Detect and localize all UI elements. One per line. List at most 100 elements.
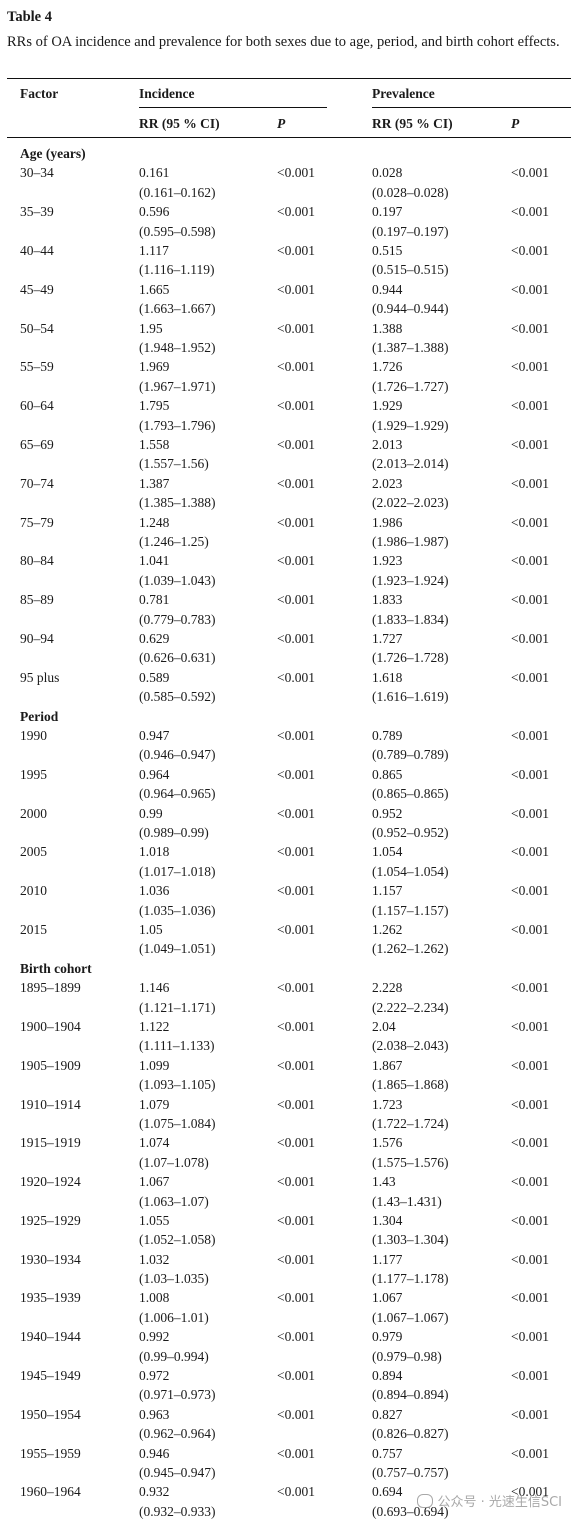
incidence-p: <0.001	[277, 1212, 315, 1228]
prevalence-cell: 0.979 (0.979–0.98)	[372, 1327, 442, 1366]
incidence-cell: 0.946 (0.945–0.947)	[139, 1444, 216, 1483]
row-factor: 50–54	[20, 320, 54, 336]
table-row: 2005 1.018 (1.017–1.018) <0.001 1.054 (1.054–…	[7, 842, 571, 881]
incidence-ci: (0.971–0.973)	[139, 1387, 216, 1403]
prevalence-cell: 2.023 (2.022–2.023)	[372, 474, 449, 513]
prevalence-rr: 1.833	[372, 592, 403, 608]
table-row: 1900–1904 1.122 (1.111–1.133) <0.001 2.04 (2.…	[7, 1017, 571, 1056]
incidence-rr: 0.781	[139, 592, 170, 608]
prevalence-cell: 0.944 (0.944–0.944)	[372, 280, 449, 319]
prevalence-p: <0.001	[511, 883, 549, 899]
incidence-cell: 0.161 (0.161–0.162)	[139, 163, 216, 202]
prevalence-cell: 1.067 (1.067–1.067)	[372, 1288, 449, 1327]
wechat-icon	[417, 1494, 434, 1508]
row-factor: 2000	[20, 805, 47, 821]
incidence-p: <0.001	[277, 359, 315, 375]
incidence-ci: (0.595–0.598)	[139, 223, 216, 239]
row-factor: 2005	[20, 844, 47, 860]
prevalence-p: <0.001	[511, 1445, 549, 1461]
row-factor: 75–79	[20, 514, 54, 530]
incidence-ci: (1.07–1.078)	[139, 1154, 209, 1170]
prevalence-ci: (0.944–0.944)	[372, 301, 449, 317]
prevalence-ci: (1.929–1.929)	[372, 417, 449, 433]
prevalence-ci: (1.575–1.576)	[372, 1154, 449, 1170]
incidence-p: <0.001	[277, 475, 315, 491]
prevalence-cell: 1.576 (1.575–1.576)	[372, 1133, 449, 1172]
prevalence-p: <0.001	[511, 1251, 549, 1267]
incidence-p: <0.001	[277, 1135, 315, 1151]
header-prevalence: Prevalence	[372, 86, 435, 101]
prevalence-ci: (2.038–2.043)	[372, 1038, 449, 1054]
row-factor: 60–64	[20, 398, 54, 414]
table-row: 35–39 0.596 (0.595–0.598) <0.001 0.197 (0.197…	[7, 202, 571, 241]
prevalence-rr: 1.923	[372, 553, 403, 569]
table-row: 1905–1909 1.099 (1.093–1.105) <0.001 1.867 (1…	[7, 1056, 571, 1095]
prevalence-p: <0.001	[511, 1096, 549, 1112]
incidence-p: <0.001	[277, 1368, 315, 1384]
prevalence-cell: 1.177 (1.177–1.178)	[372, 1250, 449, 1289]
prevalence-ci: (1.726–1.728)	[372, 650, 449, 666]
incidence-ci: (1.967–1.971)	[139, 378, 216, 394]
prevalence-ci: (1.067–1.067)	[372, 1309, 449, 1325]
incidence-rr: 1.146	[139, 980, 170, 996]
incidence-rr: 0.947	[139, 727, 170, 743]
prevalence-rr: 1.576	[372, 1135, 403, 1151]
header-prevalence-p: P	[511, 116, 520, 131]
prevalence-p: <0.001	[511, 921, 549, 937]
incidence-ci: (0.932–0.933)	[139, 1503, 216, 1519]
table-row: 30–34 0.161 (0.161–0.162) <0.001 0.028 (0.028…	[7, 163, 571, 202]
prevalence-p: <0.001	[511, 1406, 549, 1422]
incidence-cell: 0.589 (0.585–0.592)	[139, 668, 216, 707]
incidence-rr: 0.992	[139, 1329, 170, 1345]
incidence-rr: 1.795	[139, 398, 170, 414]
incidence-cell: 0.963 (0.962–0.964)	[139, 1405, 216, 1444]
prevalence-rr: 1.388	[372, 320, 403, 336]
incidence-cell: 0.781 (0.779–0.783)	[139, 590, 216, 629]
incidence-ci: (1.052–1.058)	[139, 1232, 216, 1248]
incidence-rr: 1.117	[139, 242, 169, 258]
header-prevalence-rr: RR (95 % CI)	[372, 116, 453, 131]
prevalence-rr: 0.952	[372, 805, 403, 821]
row-factor: 1915–1919	[20, 1135, 81, 1151]
prevalence-rr: 1.867	[372, 1057, 403, 1073]
prevalence-rr: 1.726	[372, 359, 403, 375]
prevalence-rr: 1.43	[372, 1174, 396, 1190]
table-row: 75–79 1.248 (1.246–1.25) <0.001 1.986 (1.986–…	[7, 513, 571, 552]
incidence-ci: (0.989–0.99)	[139, 824, 209, 840]
prevalence-p: <0.001	[511, 1135, 549, 1151]
incidence-cell: 1.122 (1.111–1.133)	[139, 1017, 215, 1056]
prevalence-rr: 2.023	[372, 475, 403, 491]
incidence-ci: (1.663–1.667)	[139, 301, 216, 317]
prevalence-ci: (1.865–1.868)	[372, 1077, 449, 1093]
incidence-rr: 0.596	[139, 204, 170, 220]
section-header: Period	[20, 708, 59, 724]
prevalence-p: <0.001	[511, 727, 549, 743]
table-row: 55–59 1.969 (1.967–1.971) <0.001 1.726 (1.726…	[7, 357, 571, 396]
prevalence-p: <0.001	[511, 165, 549, 181]
table-row: 60–64 1.795 (1.793–1.796) <0.001 1.929 (1.929…	[7, 396, 571, 435]
table-row: 1920–1924 1.067 (1.063–1.07) <0.001 1.43 (1.4…	[7, 1172, 571, 1211]
incidence-group-rule	[139, 107, 327, 108]
prevalence-ci: (1.923–1.924)	[372, 572, 449, 588]
row-factor: 30–34	[20, 165, 54, 181]
table-row: 45–49 1.665 (1.663–1.667) <0.001 0.944 (0.944…	[7, 280, 571, 319]
incidence-p: <0.001	[277, 320, 315, 336]
incidence-cell: 1.117 (1.116–1.119)	[139, 241, 215, 280]
header-incidence-rr: RR (95 % CI)	[139, 116, 220, 131]
prevalence-rr: 0.197	[372, 204, 403, 220]
incidence-cell: 1.146 (1.121–1.171)	[139, 978, 216, 1017]
prevalence-ci: (1.43–1.431)	[372, 1193, 442, 1209]
incidence-cell: 0.972 (0.971–0.973)	[139, 1366, 216, 1405]
incidence-ci: (1.111–1.133)	[139, 1038, 215, 1054]
table-row: 2000 0.99 (0.989–0.99) <0.001 0.952 (0.952–0.…	[7, 804, 571, 843]
incidence-ci: (1.121–1.171)	[139, 999, 216, 1015]
prevalence-rr: 0.694	[372, 1484, 403, 1500]
incidence-rr: 0.932	[139, 1484, 170, 1500]
row-factor: 1910–1914	[20, 1096, 81, 1112]
incidence-p: <0.001	[277, 1329, 315, 1345]
prevalence-cell: 1.157 (1.157–1.157)	[372, 881, 449, 920]
prevalence-ci: (1.262–1.262)	[372, 941, 449, 957]
incidence-cell: 1.95 (1.948–1.952)	[139, 319, 216, 358]
incidence-rr: 0.629	[139, 630, 170, 646]
row-factor: 85–89	[20, 592, 54, 608]
